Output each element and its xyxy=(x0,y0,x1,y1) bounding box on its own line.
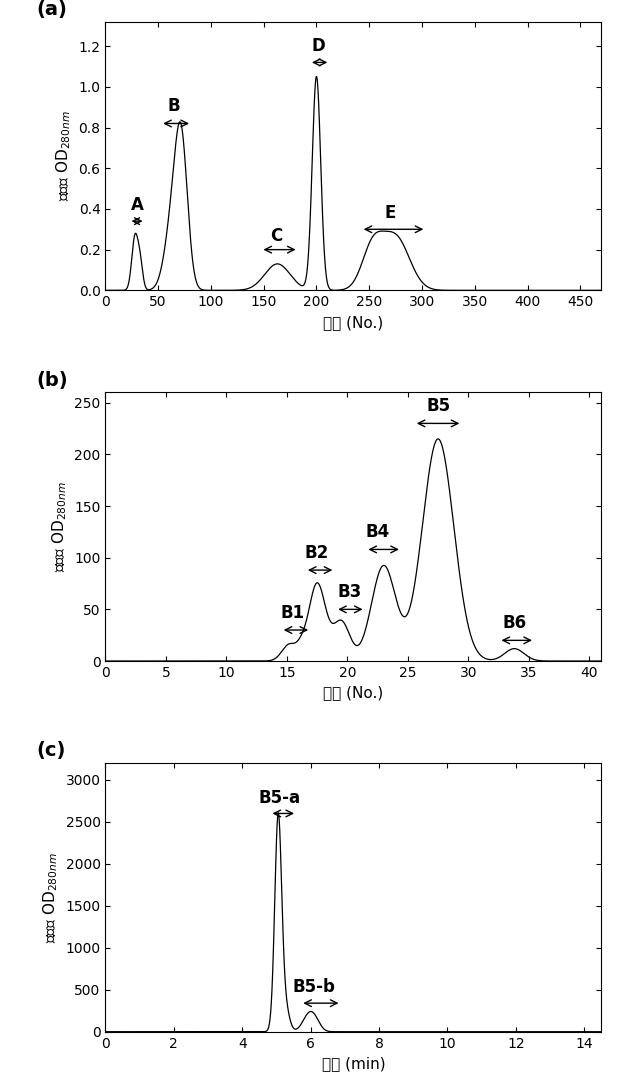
Y-axis label: 吸光度 OD$_{280nm}$: 吸光度 OD$_{280nm}$ xyxy=(55,111,73,201)
Text: B5: B5 xyxy=(426,397,450,415)
Text: (a): (a) xyxy=(36,0,67,20)
Text: E: E xyxy=(384,204,396,223)
Text: (b): (b) xyxy=(36,370,68,390)
Text: (c): (c) xyxy=(36,742,65,760)
Text: B5-b: B5-b xyxy=(293,978,335,997)
Text: B6: B6 xyxy=(502,614,526,632)
Text: B5-a: B5-a xyxy=(259,788,301,807)
Text: B: B xyxy=(167,98,180,115)
Text: B4: B4 xyxy=(365,523,390,541)
Text: B2: B2 xyxy=(305,544,329,561)
Text: C: C xyxy=(270,227,283,244)
X-axis label: 时间 (min): 时间 (min) xyxy=(322,1056,385,1071)
Y-axis label: 吸光度 OD$_{280nm}$: 吸光度 OD$_{280nm}$ xyxy=(41,853,60,943)
Text: D: D xyxy=(312,37,326,55)
Y-axis label: 吸光度 OD$_{280nm}$: 吸光度 OD$_{280nm}$ xyxy=(50,481,69,572)
X-axis label: 管数 (No.): 管数 (No.) xyxy=(323,315,384,330)
Text: A: A xyxy=(131,195,143,214)
X-axis label: 管数 (No.): 管数 (No.) xyxy=(323,685,384,700)
Text: B1: B1 xyxy=(281,604,305,622)
Text: B3: B3 xyxy=(338,583,362,601)
